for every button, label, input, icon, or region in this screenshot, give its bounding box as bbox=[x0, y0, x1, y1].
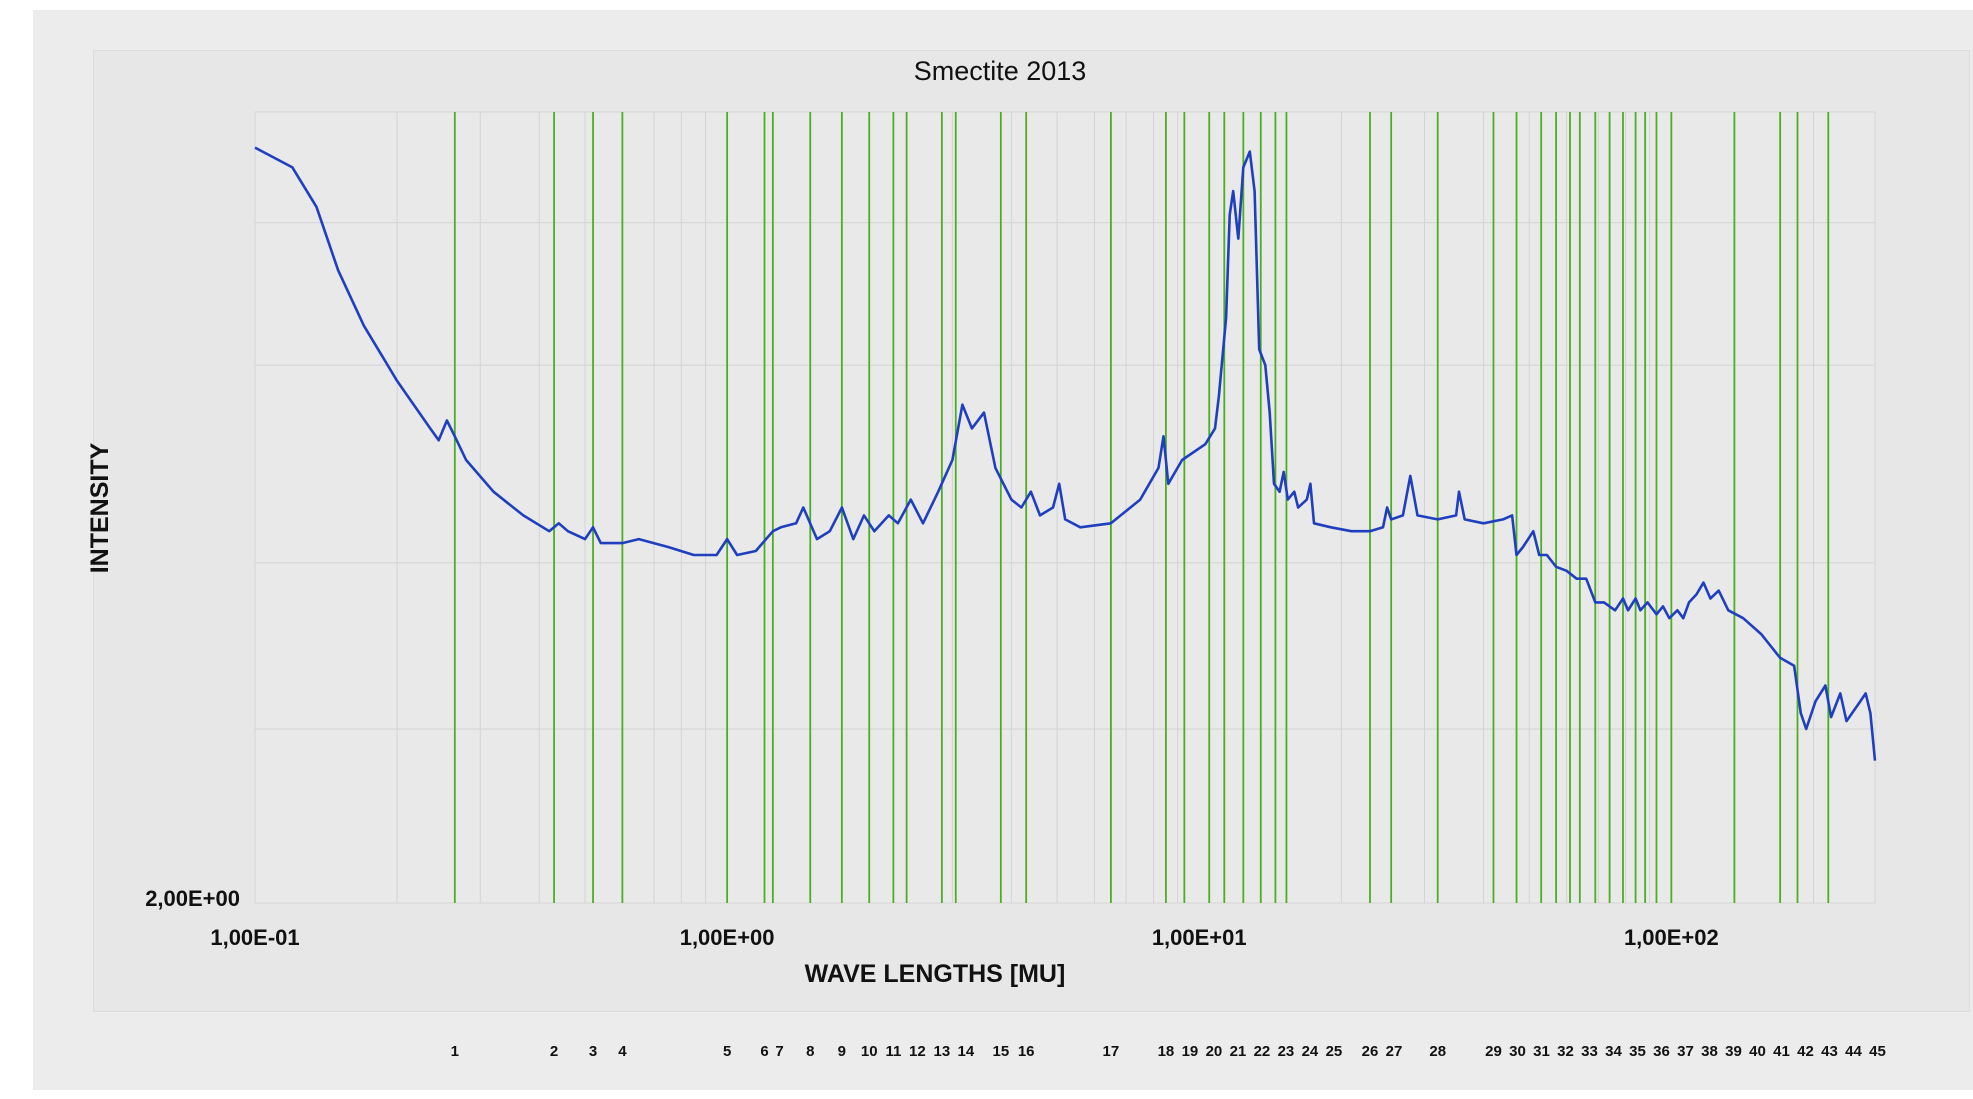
marker-number: 39 bbox=[1725, 1043, 1742, 1060]
marker-number: 9 bbox=[838, 1043, 846, 1060]
x-tick-label: 1,00E+01 bbox=[1152, 925, 1247, 950]
marker-number: 42 bbox=[1797, 1043, 1814, 1060]
marker-number: 23 bbox=[1278, 1043, 1295, 1060]
marker-number: 13 bbox=[934, 1043, 951, 1060]
marker-number: 5 bbox=[723, 1043, 731, 1060]
marker-number: 34 bbox=[1605, 1043, 1622, 1060]
marker-number: 16 bbox=[1018, 1043, 1035, 1060]
marker-number: 37 bbox=[1677, 1043, 1694, 1060]
marker-number: 2 bbox=[550, 1043, 558, 1060]
marker-number: 4 bbox=[618, 1043, 627, 1060]
marker-number: 32 bbox=[1557, 1043, 1574, 1060]
marker-number: 21 bbox=[1230, 1043, 1247, 1060]
x-tick-label: 1,00E-01 bbox=[210, 925, 299, 950]
marker-number: 41 bbox=[1773, 1043, 1790, 1060]
marker-number: 31 bbox=[1533, 1043, 1550, 1060]
marker-number: 15 bbox=[992, 1043, 1009, 1060]
marker-number: 1 bbox=[451, 1043, 459, 1060]
x-tick-label: 1,00E+00 bbox=[680, 925, 775, 950]
marker-number: 28 bbox=[1429, 1043, 1446, 1060]
marker-number: 25 bbox=[1326, 1043, 1343, 1060]
marker-number: 18 bbox=[1158, 1043, 1175, 1060]
x-tick-labels: 1,00E-01 1,00E+00 1,00E+01 1,00E+02 bbox=[210, 925, 1718, 950]
x-tick-label: 1,00E+02 bbox=[1624, 925, 1719, 950]
marker-number: 22 bbox=[1254, 1043, 1271, 1060]
marker-number: 27 bbox=[1386, 1043, 1403, 1060]
chart-title: Smectite 2013 bbox=[914, 56, 1087, 86]
marker-number: 40 bbox=[1749, 1043, 1766, 1060]
plot-area bbox=[254, 111, 1876, 904]
y-axis-title: INTENSITY bbox=[86, 442, 114, 573]
x-axis-title: WAVE LENGTHS [MU] bbox=[805, 960, 1066, 988]
marker-number: 44 bbox=[1845, 1043, 1862, 1060]
marker-number: 26 bbox=[1362, 1043, 1379, 1060]
series-layer bbox=[254, 146, 1877, 761]
marker-number: 14 bbox=[958, 1043, 975, 1060]
marker-number: 8 bbox=[806, 1043, 814, 1060]
gridlines bbox=[254, 111, 1876, 904]
marker-number: 38 bbox=[1701, 1043, 1718, 1060]
marker-number: 11 bbox=[885, 1043, 901, 1060]
marker-number: 36 bbox=[1653, 1043, 1670, 1060]
marker-number: 3 bbox=[589, 1043, 597, 1060]
marker-number: 30 bbox=[1509, 1043, 1526, 1060]
marker-number: 17 bbox=[1103, 1043, 1120, 1060]
marker-number: 19 bbox=[1182, 1043, 1199, 1060]
marker-number: 29 bbox=[1485, 1043, 1502, 1060]
marker-number: 20 bbox=[1206, 1043, 1223, 1060]
marker-number: 33 bbox=[1581, 1043, 1598, 1060]
marker-number: 35 bbox=[1629, 1043, 1646, 1060]
marker-labels: 1 2 3 4 5 6 7 8 9 10 11 12 13 14 15 16 17 18 19 20 21 22 23 24 2… bbox=[451, 1043, 1886, 1060]
marker-number: 10 bbox=[861, 1043, 878, 1060]
marker-number: 7 bbox=[775, 1043, 783, 1060]
marker-number: 6 bbox=[760, 1043, 768, 1060]
y-tick-label: 2,00E+00 bbox=[145, 886, 240, 911]
marker-number: 43 bbox=[1821, 1043, 1838, 1060]
marker-number: 45 bbox=[1869, 1043, 1886, 1060]
marker-number: 24 bbox=[1302, 1043, 1319, 1060]
marker-number: 12 bbox=[909, 1043, 926, 1060]
series-line bbox=[254, 146, 1877, 761]
